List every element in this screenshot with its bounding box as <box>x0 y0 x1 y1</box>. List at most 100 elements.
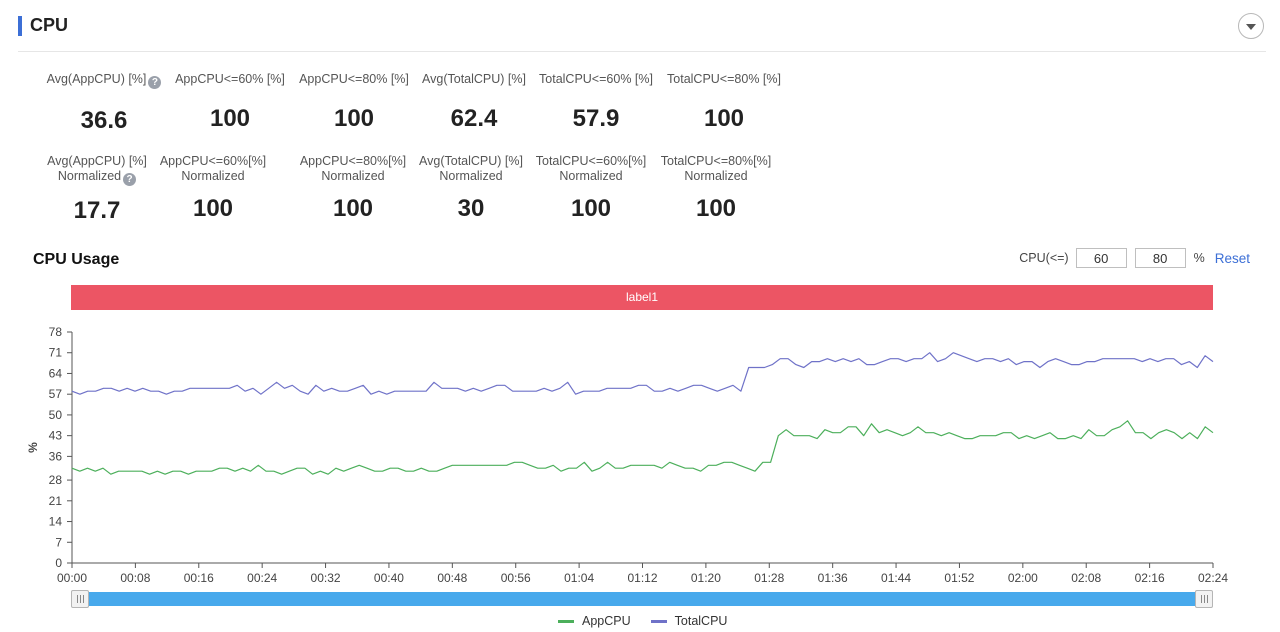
section-accent-bar <box>18 16 22 36</box>
threshold-low-input[interactable] <box>1075 248 1127 268</box>
metric-totalcpu-le60: TotalCPU<=60% [%] 57.9 <box>536 72 656 133</box>
x-tick-label: 01:04 <box>564 571 594 585</box>
metric-label: TotalCPU<=80%[%] <box>660 154 772 168</box>
y-tick-label: 64 <box>49 366 63 380</box>
x-tick-label: 01:12 <box>627 571 657 585</box>
metric-label: TotalCPU<=80% [%] <box>667 72 781 86</box>
y-tick-label: 78 <box>49 325 63 339</box>
x-tick-label: 00:56 <box>501 571 531 585</box>
legend-label: AppCPU <box>582 614 631 628</box>
x-axis: 00:00 00:08 00:16 00:24 00:32 00:40 00:48 00:56… <box>57 562 1228 585</box>
metric-label: Avg(AppCPU) [%] <box>46 72 147 86</box>
chart-series <box>71 352 1214 475</box>
chart-title: CPU Usage <box>33 251 120 268</box>
metric-value: 100 <box>209 105 251 132</box>
metric-sublabel: Normalized <box>439 169 503 183</box>
y-tick-label: 43 <box>49 429 63 443</box>
metric-avg-appcpu: Avg(AppCPU) [%]? 36.6 <box>44 72 164 135</box>
x-tick-label: 01:20 <box>691 571 721 585</box>
metric-sublabel: Normalized <box>559 169 623 183</box>
threshold-unit: % <box>1193 251 1205 265</box>
metric-value: 36.6 <box>80 107 128 134</box>
slider-handle-right[interactable] <box>1195 590 1213 608</box>
x-tick-label: 00:24 <box>247 571 277 585</box>
x-tick-label: 01:52 <box>944 571 974 585</box>
y-axis: 0 7 14 21 28 36 43 50 57 64 71 78% <box>26 325 73 570</box>
metric-sublabel: Normalized <box>321 169 385 183</box>
x-tick-label: 02:00 <box>1008 571 1038 585</box>
series-line-appcpu <box>71 420 1214 475</box>
y-axis-label: % <box>26 442 40 453</box>
x-tick-label: 01:28 <box>754 571 784 585</box>
x-tick-label: 02:08 <box>1071 571 1101 585</box>
time-range-slider[interactable] <box>71 590 1213 608</box>
metric-value: 100 <box>333 105 375 132</box>
metric-value: 30 <box>457 195 485 222</box>
metric-avg-totalcpu: Avg(TotalCPU) [%] 62.4 <box>414 72 534 133</box>
metric-sublabel: Normalized <box>57 169 122 183</box>
metric-label: TotalCPU<=60%[%] <box>535 154 647 168</box>
chart-legend: AppCPU TotalCPU <box>558 614 747 628</box>
reset-link[interactable]: Reset <box>1214 250 1250 266</box>
metric-avg-totalcpu-normalized: Avg(TotalCPU) [%] Normalized 30 <box>411 154 531 223</box>
metric-value: 100 <box>695 195 737 222</box>
slider-track[interactable] <box>73 592 1211 606</box>
metric-totalcpu-le80: TotalCPU<=80% [%] 100 <box>664 72 784 133</box>
metric-appcpu-le60: AppCPU<=60% [%] 100 <box>170 72 290 133</box>
metric-label: Avg(TotalCPU) [%] <box>419 154 523 168</box>
y-tick-label: 57 <box>49 387 63 401</box>
threshold-high-input[interactable] <box>1134 248 1186 268</box>
x-tick-label: 00:16 <box>184 571 214 585</box>
metric-value: 100 <box>570 195 612 222</box>
section-title: CPU <box>30 15 69 35</box>
legend-item-appcpu[interactable]: AppCPU <box>558 614 631 628</box>
y-tick-label: 28 <box>49 473 63 487</box>
metric-value: 57.9 <box>572 105 620 132</box>
metric-label: Avg(AppCPU) [%] <box>47 154 147 168</box>
y-tick-label: 14 <box>49 515 63 529</box>
metric-sublabel: Normalized <box>181 169 245 183</box>
metric-appcpu-le60-normalized: AppCPU<=60%[%] Normalized 100 <box>153 154 273 223</box>
y-tick-label: 71 <box>49 346 63 360</box>
x-tick-label: 02:24 <box>1198 571 1228 585</box>
metric-totalcpu-le80-normalized: TotalCPU<=80%[%] Normalized 100 <box>656 154 776 223</box>
metric-value: 100 <box>703 105 745 132</box>
metric-label: AppCPU<=80% [%] <box>299 72 409 86</box>
label-band[interactable]: label1 <box>71 285 1213 310</box>
x-tick-label: 01:36 <box>818 571 848 585</box>
y-tick-label: 7 <box>55 535 62 549</box>
legend-swatch-appcpu <box>558 619 574 623</box>
y-tick-label: 0 <box>55 556 62 570</box>
cpu-threshold-controls: CPU(<=) % Reset <box>1019 248 1250 268</box>
legend-label: TotalCPU <box>674 614 728 628</box>
metric-value: 62.4 <box>450 105 498 132</box>
legend-item-totalcpu[interactable]: TotalCPU <box>650 614 728 628</box>
series-line-totalcpu <box>71 352 1214 395</box>
chevron-down-icon[interactable] <box>1238 13 1264 39</box>
legend-swatch-totalcpu <box>650 619 667 623</box>
metric-label: AppCPU<=60% [%] <box>175 72 285 86</box>
metric-totalcpu-le60-normalized: TotalCPU<=60%[%] Normalized 100 <box>531 154 651 223</box>
metric-value: 100 <box>332 195 374 222</box>
slider-handle-left[interactable] <box>71 590 89 608</box>
metric-sublabel: Normalized <box>684 169 748 183</box>
metric-avg-appcpu-normalized: Avg(AppCPU) [%] Normalized? 17.7 <box>37 154 157 225</box>
metric-appcpu-le80: AppCPU<=80% [%] 100 <box>294 72 414 133</box>
question-circle-icon[interactable]: ? <box>148 76 162 89</box>
threshold-label: CPU(<=) <box>1019 251 1069 265</box>
question-circle-icon[interactable]: ? <box>123 173 137 186</box>
metric-label: AppCPU<=80%[%] <box>299 154 407 168</box>
x-tick-label: 01:44 <box>881 571 911 585</box>
x-tick-label: 00:00 <box>57 571 87 585</box>
metric-value: 100 <box>192 195 234 222</box>
y-tick-label: 21 <box>49 494 63 508</box>
cpu-section-header: CPU <box>18 10 1266 52</box>
x-tick-label: 00:32 <box>311 571 341 585</box>
metric-label: TotalCPU<=60% [%] <box>539 72 653 86</box>
metric-label: Avg(TotalCPU) [%] <box>422 72 526 86</box>
metric-appcpu-le80-normalized: AppCPU<=80%[%] Normalized 100 <box>293 154 413 223</box>
metric-label: AppCPU<=60%[%] <box>159 154 267 168</box>
metric-value: 17.7 <box>73 197 121 224</box>
x-tick-label: 00:08 <box>120 571 150 585</box>
